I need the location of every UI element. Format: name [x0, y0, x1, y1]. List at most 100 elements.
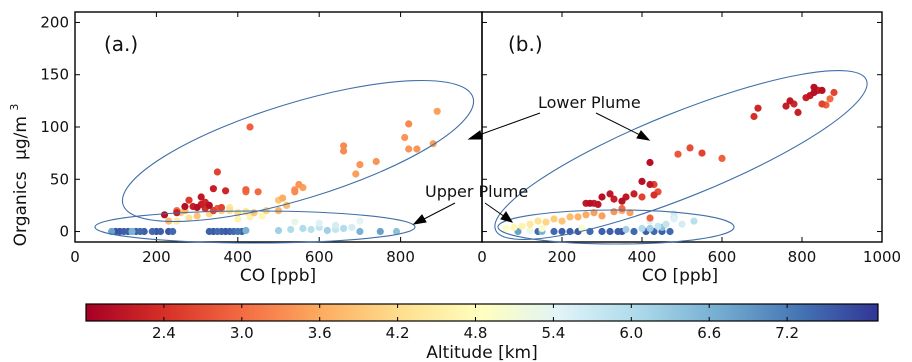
panel-b: 0 200 400 600 800 1000 (b.) CO [ppb]	[477, 11, 901, 286]
data-point	[618, 197, 626, 205]
data-point	[502, 224, 510, 232]
x-tick-label: 0	[70, 248, 80, 266]
x-tick-label: 800	[386, 248, 415, 266]
data-point	[606, 227, 614, 236]
data-point	[405, 120, 413, 128]
data-point	[356, 217, 364, 225]
data-point	[610, 195, 618, 203]
data-point	[108, 227, 116, 236]
data-point	[376, 227, 384, 236]
data-point	[213, 168, 221, 176]
data-point	[674, 150, 682, 158]
plume-ellipses	[94, 70, 868, 245]
data-point	[550, 215, 558, 223]
data-point	[542, 218, 550, 226]
data-point	[534, 217, 542, 225]
upper-plume-annotation: Upper Plume	[425, 182, 528, 201]
data-point	[315, 219, 323, 227]
y-tick-label: 50	[50, 170, 69, 188]
lower-plume-annotation: Lower Plume	[538, 93, 641, 112]
data-point	[340, 224, 348, 232]
data-point	[582, 211, 590, 219]
x-tick-label: 600	[708, 248, 737, 266]
lower-plume-arrow-b-line	[595, 112, 641, 136]
lower-plume-ellipse-b	[494, 70, 868, 240]
panel-a-x-axis-label: CO [ppb]	[240, 266, 316, 286]
data-point	[234, 215, 242, 223]
data-point	[574, 213, 582, 221]
data-point	[526, 220, 534, 228]
data-point	[678, 220, 686, 228]
data-point	[670, 215, 678, 223]
data-point	[323, 226, 331, 235]
y-axis-label: Organics μg/m 3	[8, 104, 31, 247]
data-point	[413, 145, 421, 153]
y-tick-label: 150	[40, 66, 69, 84]
data-point	[226, 207, 234, 215]
x-tick-label: 200	[548, 248, 577, 266]
data-point	[356, 161, 364, 169]
data-point	[578, 224, 586, 232]
y-axis-label-sup: 3	[8, 104, 21, 111]
data-point	[662, 220, 670, 228]
data-point	[810, 83, 818, 91]
upper-plume-ellipse-b	[497, 209, 735, 245]
data-point	[598, 212, 606, 220]
data-point	[205, 227, 213, 236]
data-point	[590, 209, 598, 217]
panel-b-label: (b.)	[508, 32, 543, 56]
data-point	[193, 203, 201, 212]
data-point	[754, 104, 762, 112]
colorbar-label: Altitude [km]	[426, 343, 538, 362]
colorbar: 2.4 3.0 3.6 4.2 4.8 5.4 6.0 6.6 7.2 Altitude [km…	[85, 303, 879, 362]
upper-plume-arrow-a-line	[423, 202, 456, 220]
data-point	[209, 207, 217, 215]
data-point	[193, 212, 201, 220]
data-point	[786, 97, 794, 105]
panel-a-ticks: 0 200 400 600 800	[70, 12, 415, 266]
data-point	[392, 227, 401, 236]
data-point	[630, 227, 638, 236]
y-axis-label-text: Organics	[11, 171, 31, 246]
data-point	[405, 145, 413, 153]
data-point	[291, 188, 299, 196]
data-point	[610, 208, 618, 216]
data-point	[148, 227, 156, 236]
data-point	[638, 224, 646, 232]
colorbar-gradient	[85, 303, 879, 322]
upper-plume-arrow-b-line	[484, 202, 506, 218]
data-point	[254, 188, 262, 196]
data-point	[433, 107, 441, 115]
data-point	[598, 193, 606, 201]
annotations: Lower Plume Upper Plume	[412, 93, 651, 225]
x-tick-label: 400	[628, 248, 657, 266]
data-point	[185, 196, 193, 204]
y-tick-label: 200	[40, 13, 69, 31]
data-point	[356, 227, 364, 236]
x-tick-label: 1000	[863, 248, 901, 266]
panel-a-label: (a.)	[104, 32, 138, 56]
data-point	[638, 193, 646, 201]
data-point	[242, 186, 250, 194]
lower-plume-arrow-b-head	[636, 130, 651, 141]
data-point	[291, 218, 299, 226]
data-point	[222, 187, 230, 195]
data-point	[526, 226, 534, 235]
data-point	[810, 88, 818, 97]
data-point	[718, 154, 726, 162]
upper-plume-ellipse-a	[94, 210, 416, 244]
panel-a: 0 200 400 600 800 (a.) CO [ppb]	[70, 11, 483, 286]
data-point	[372, 157, 380, 166]
panel-b-x-axis-label: CO [ppb]	[642, 266, 718, 286]
data-point	[299, 224, 307, 232]
lower-plume-ellipse-a	[121, 79, 475, 223]
data-point	[794, 108, 802, 116]
data-point	[646, 158, 654, 167]
colorbar-tick-label: 5.4	[541, 324, 565, 342]
colorbar-tick-label: 3.0	[230, 324, 254, 342]
y-ticks: 0 50 100 150 200	[40, 13, 882, 241]
lower-plume-arrow-a-head	[467, 130, 483, 140]
data-point	[818, 86, 826, 94]
data-point	[352, 170, 360, 178]
data-point	[614, 227, 622, 236]
